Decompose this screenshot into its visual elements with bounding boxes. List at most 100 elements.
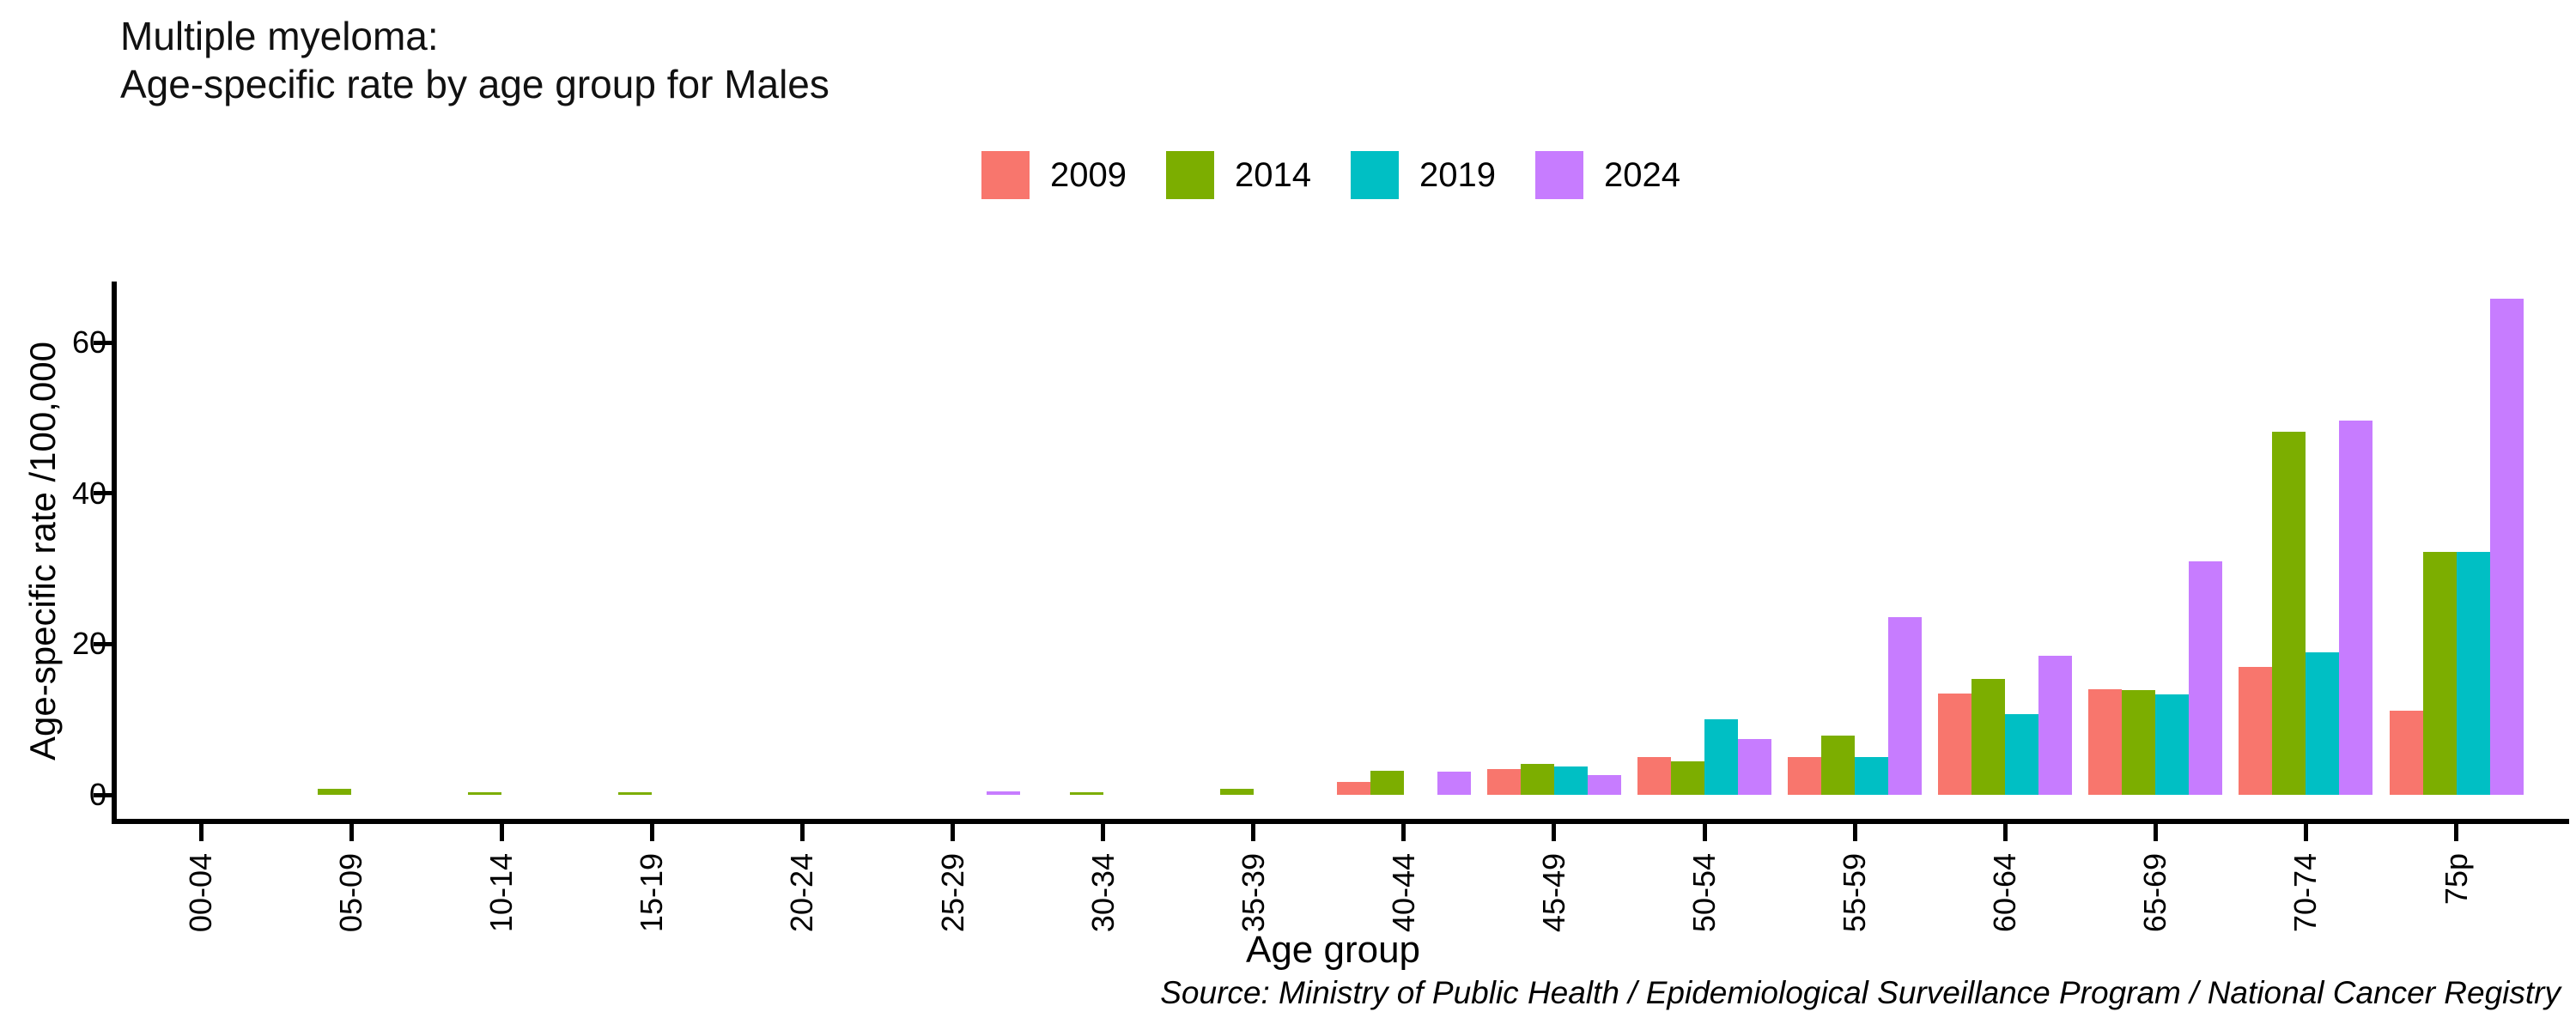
bar-2014-35-39 — [1219, 788, 1254, 795]
y-tick-label-40: 40 — [71, 475, 106, 511]
chart-title-line1: Multiple myeloma: — [120, 14, 439, 58]
x-tick-75p — [2454, 824, 2458, 841]
x-tick-label-text: 00-04 — [183, 853, 218, 933]
legend-swatch-2019 — [1351, 151, 1399, 199]
bar-2014-10-14 — [468, 791, 502, 795]
bar-2009-40-44 — [1336, 782, 1370, 795]
x-tick-label-text: 45-49 — [1535, 853, 1571, 933]
x-tick-10-14 — [499, 824, 504, 841]
plot-panel: 0 20 40 60 00-04 05-09 10-14 15-19 20-24 25-29 30-… — [72, 282, 2569, 932]
x-tick-20-24 — [799, 824, 805, 841]
bar-2024-25-29 — [986, 791, 1020, 795]
bar-2024-40-44 — [1437, 771, 1471, 795]
x-tick-label-text: 75p — [2438, 853, 2474, 906]
chart-title-line2: Age-specific rate by age group for Males — [120, 62, 829, 106]
legend-item-2014: 2014 — [1166, 151, 1311, 199]
legend-item-2009: 2009 — [981, 151, 1127, 199]
bar-2019-70-74 — [2306, 652, 2340, 795]
bar-2024-45-49 — [1587, 775, 1621, 795]
x-tick-label-text: 15-19 — [634, 853, 670, 933]
legend-label-2014: 2014 — [1235, 155, 1311, 194]
bar-2009-45-49 — [1486, 769, 1521, 795]
legend-label-2009: 2009 — [1050, 155, 1127, 194]
legend-item-2019: 2019 — [1351, 151, 1496, 199]
bar-2024-55-59 — [1888, 616, 1923, 795]
source-caption: Source: Ministry of Public Health / Epid… — [1160, 975, 2561, 1010]
x-tick-label-text: 30-34 — [1084, 853, 1121, 933]
bar-2009-65-69 — [2088, 689, 2123, 795]
bar-2009-75p — [2389, 710, 2423, 795]
legend-item-2024: 2024 — [1534, 151, 1680, 199]
bar-2014-15-19 — [618, 791, 653, 795]
y-tick-label-0: 0 — [88, 777, 106, 812]
bar-2024-60-64 — [2038, 655, 2073, 795]
x-tick-label-text: 60-64 — [1987, 853, 2023, 933]
bar-2014-05-09 — [318, 788, 352, 795]
x-tick-00-04 — [198, 824, 204, 841]
bar-2019-45-49 — [1553, 766, 1588, 795]
x-tick-40-44 — [1401, 824, 1406, 841]
bar-2024-75p — [2489, 299, 2524, 795]
x-tick-55-59 — [1852, 824, 1857, 841]
bar-2019-50-54 — [1704, 719, 1738, 795]
bar-2019-55-59 — [1855, 757, 1889, 795]
x-tick-label-text: 50-54 — [1686, 853, 1722, 933]
legend: 2009 2014 2019 2024 — [0, 151, 2576, 199]
bar-2009-50-54 — [1637, 757, 1671, 795]
x-tick-60-64 — [2002, 824, 2008, 841]
bar-2014-45-49 — [1520, 764, 1554, 795]
x-tick-15-19 — [649, 824, 654, 841]
x-tick-label-text: 05-09 — [333, 853, 369, 933]
bar-2014-70-74 — [2272, 431, 2306, 795]
bar-2019-60-64 — [2005, 714, 2039, 795]
bar-2014-75p — [2422, 552, 2457, 795]
x-axis-title: Age group — [1245, 929, 1421, 971]
bar-2014-40-44 — [1370, 770, 1404, 795]
bar-2014-65-69 — [2122, 689, 2156, 795]
legend-swatch-2014 — [1166, 151, 1215, 199]
x-tick-label-text: 70-74 — [2287, 853, 2324, 933]
legend-swatch-2009 — [981, 151, 1030, 199]
x-tick-50-54 — [1702, 824, 1707, 841]
x-tick-70-74 — [2303, 824, 2308, 841]
y-axis-title-text: Age-specific rate /100,000 — [22, 342, 63, 760]
bar-2009-60-64 — [1938, 694, 1972, 795]
x-tick-label-text: 25-29 — [934, 853, 970, 933]
y-tick-20 — [94, 641, 112, 646]
legend-swatch-2024 — [1534, 151, 1583, 199]
bar-2009-55-59 — [1788, 757, 1822, 795]
bar-2024-65-69 — [2189, 560, 2223, 795]
bar-2024-70-74 — [2339, 420, 2373, 795]
x-tick-label-text: 40-44 — [1385, 853, 1421, 933]
y-tick-label-20: 20 — [71, 626, 106, 662]
bar-2019-75p — [2456, 552, 2490, 795]
x-tick-30-34 — [1101, 824, 1106, 841]
x-tick-45-49 — [1552, 824, 1557, 841]
y-tick-label-60: 60 — [71, 324, 106, 360]
bar-2014-50-54 — [1671, 760, 1704, 795]
x-tick-label-text: 55-59 — [1837, 853, 1873, 933]
bar-2009-70-74 — [2239, 666, 2273, 795]
chart-title: Multiple myeloma: Age-specific rate by a… — [120, 12, 829, 108]
y-tick-60 — [94, 340, 112, 345]
y-tick-0 — [94, 792, 112, 797]
legend-label-2019: 2019 — [1419, 155, 1496, 194]
bar-2014-60-64 — [1971, 678, 2006, 795]
bar-2024-50-54 — [1738, 739, 1771, 795]
x-axis-line — [112, 819, 2569, 824]
x-tick-label-text: 20-24 — [784, 853, 820, 933]
y-axis-line — [112, 282, 117, 824]
y-tick-40 — [94, 491, 112, 496]
legend-label-2024: 2024 — [1603, 155, 1680, 194]
x-tick-label-text: 65-69 — [2137, 853, 2173, 933]
bar-2019-65-69 — [2155, 694, 2190, 795]
bar-2014-30-34 — [1069, 791, 1103, 795]
bar-2014-55-59 — [1821, 735, 1856, 795]
x-tick-25-29 — [951, 824, 955, 841]
x-tick-label-text: 35-39 — [1235, 853, 1271, 933]
x-tick-label-text: 10-14 — [483, 853, 519, 933]
x-tick-35-39 — [1251, 824, 1256, 841]
x-tick-05-09 — [349, 824, 354, 841]
x-tick-65-69 — [2153, 824, 2158, 841]
